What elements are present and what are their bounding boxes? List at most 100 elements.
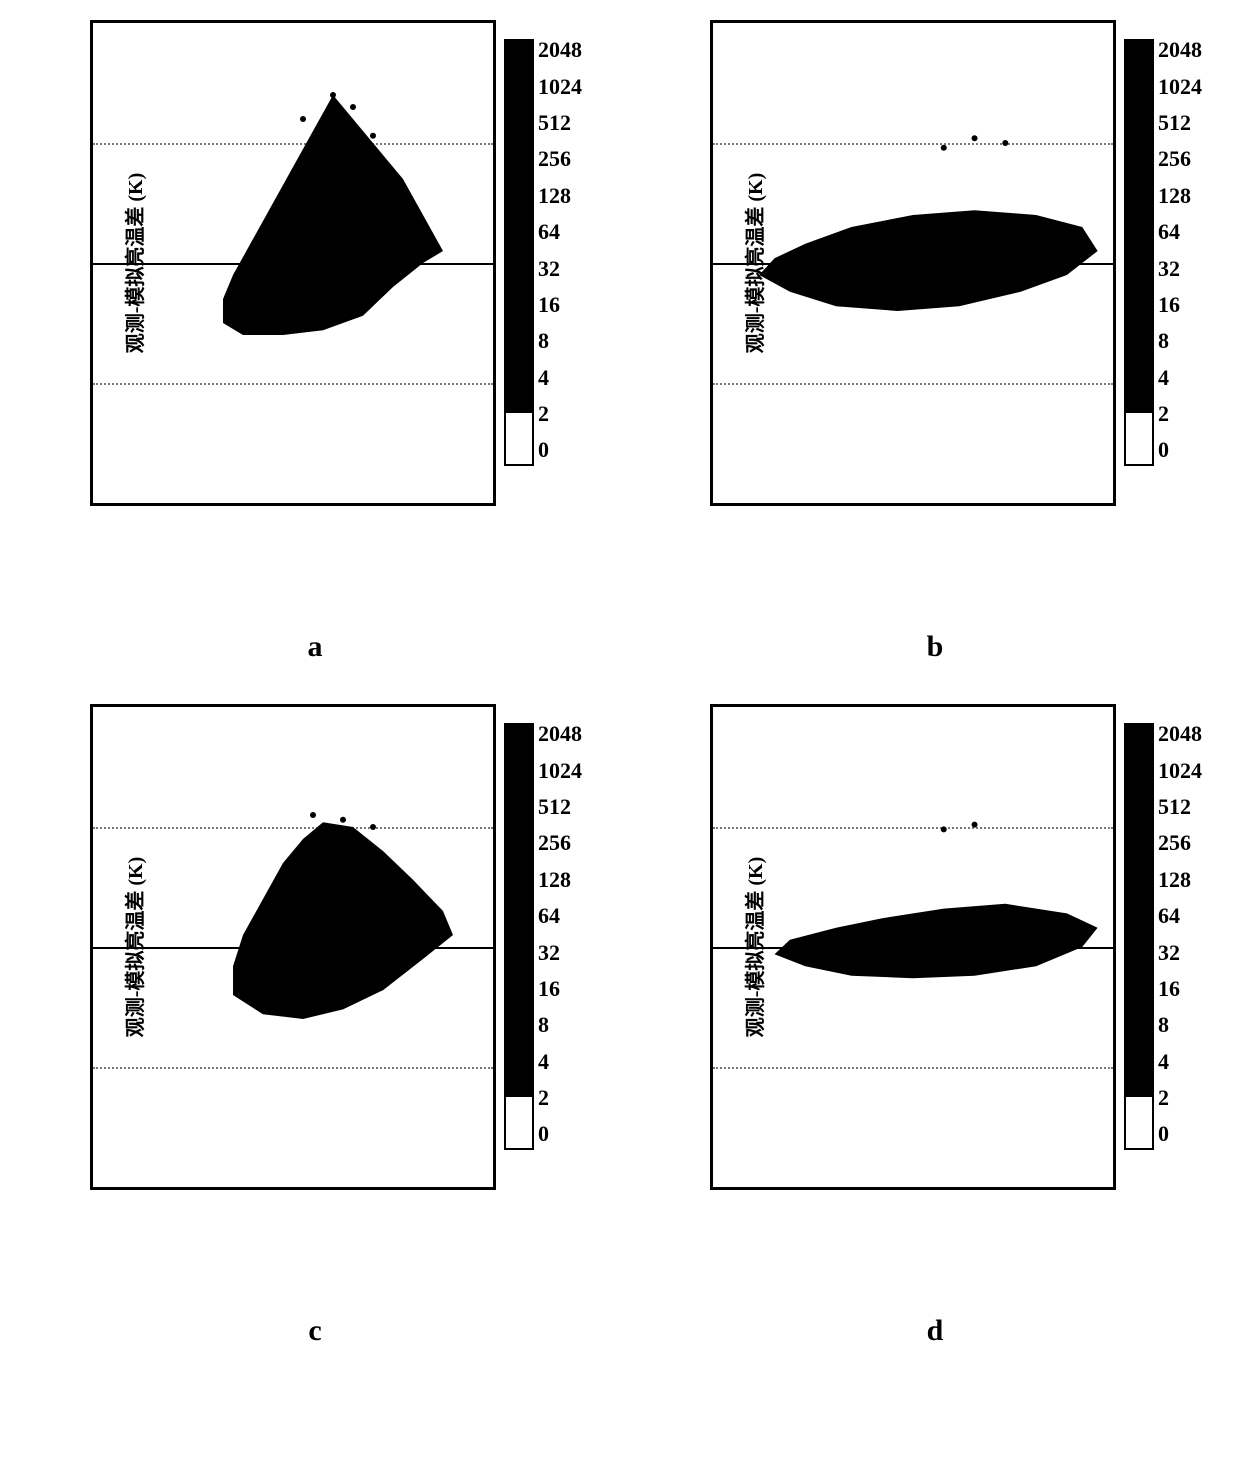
xtick: 240 xyxy=(128,503,158,506)
colorbar-tick: 512 xyxy=(538,112,582,134)
density-cloud xyxy=(713,707,1113,1187)
colorbar-tick: 1024 xyxy=(1158,76,1202,98)
plot-area: -10-8-6-4-20246810275280285290295观测-模拟亮温… xyxy=(710,20,1116,506)
panel-d: -10-8-6-4-20246810275280285290295观测-模拟亮温… xyxy=(640,704,1230,1348)
colorbar xyxy=(1124,39,1154,465)
panel-c: -10-8-6-4-20246810240250260270观测-模拟亮温差 (… xyxy=(20,704,610,1348)
colorbar-tick: 8 xyxy=(1158,330,1202,352)
xtick: 270 xyxy=(428,503,458,506)
ytick: -2 xyxy=(710,300,713,323)
xtick: 260 xyxy=(328,503,358,506)
ytick: 4 xyxy=(710,156,713,179)
density-cloud xyxy=(93,707,493,1187)
ytick: 6 xyxy=(90,108,93,131)
colorbar-tick: 4 xyxy=(538,1051,582,1073)
ytick: -8 xyxy=(90,444,93,467)
colorbar-tick: 256 xyxy=(1158,832,1202,854)
colorbar-tick: 512 xyxy=(1158,796,1202,818)
panel-a: -10-8-6-4-20246810240250260270观测-模拟亮温差 (… xyxy=(20,20,610,664)
ytick: 2 xyxy=(90,204,93,227)
colorbar xyxy=(1124,723,1154,1149)
ytick: -4 xyxy=(90,1032,93,1055)
xtick: 280 xyxy=(821,1187,851,1190)
colorbar-tick: 1024 xyxy=(538,76,582,98)
colorbar-tick: 8 xyxy=(1158,1014,1202,1036)
ytick: 4 xyxy=(90,840,93,863)
colorbar-tick: 64 xyxy=(1158,221,1202,243)
ytick: 8 xyxy=(90,60,93,83)
colorbar-tick: 128 xyxy=(1158,869,1202,891)
xtick: 290 xyxy=(975,503,1005,506)
ytick: 2 xyxy=(710,204,713,227)
colorbar-tick: 2 xyxy=(1158,403,1202,425)
colorbar-tick: 2048 xyxy=(1158,723,1202,745)
xtick: 270 xyxy=(428,1187,458,1190)
ytick: -10 xyxy=(90,1176,93,1191)
colorbar-tick: 512 xyxy=(538,796,582,818)
ytick: 2 xyxy=(90,888,93,911)
ytick: -4 xyxy=(90,348,93,371)
colorbar-tick: 2048 xyxy=(538,723,582,745)
ytick: 0 xyxy=(90,252,93,275)
ytick: 10 xyxy=(90,20,93,35)
density-cloud xyxy=(93,23,493,503)
ytick: -4 xyxy=(710,348,713,371)
xtick: 295 xyxy=(1052,503,1082,506)
ytick: 6 xyxy=(90,792,93,815)
ytick: -10 xyxy=(710,1176,713,1191)
colorbar xyxy=(504,723,534,1149)
ytick: -8 xyxy=(90,1128,93,1151)
density-cloud xyxy=(713,23,1113,503)
colorbar-tick: 2048 xyxy=(1158,39,1202,61)
ytick: 4 xyxy=(710,840,713,863)
xtick: 295 xyxy=(1052,1187,1082,1190)
ytick: -10 xyxy=(90,492,93,507)
colorbar-tick: 0 xyxy=(538,1123,582,1145)
panel-letter: c xyxy=(308,1314,321,1348)
ytick: 10 xyxy=(710,20,713,35)
colorbar-tick: 16 xyxy=(538,294,582,316)
colorbar-tick: 4 xyxy=(1158,367,1202,389)
colorbar-tick: 8 xyxy=(538,330,582,352)
colorbar-ticks: 204810245122561286432168420 xyxy=(538,723,582,1145)
ytick: 6 xyxy=(710,792,713,815)
xtick: 280 xyxy=(821,503,851,506)
xtick: 275 xyxy=(744,1187,774,1190)
panel-letter: a xyxy=(308,630,323,664)
xtick: 250 xyxy=(228,503,258,506)
colorbar-tick: 256 xyxy=(1158,148,1202,170)
colorbar-ticks: 204810245122561286432168420 xyxy=(1158,723,1202,1145)
panel-b: -10-8-6-4-20246810275280285290295观测-模拟亮温… xyxy=(640,20,1230,664)
colorbar-tick: 64 xyxy=(538,905,582,927)
colorbar-tick: 2 xyxy=(538,1087,582,1109)
colorbar-tick: 0 xyxy=(1158,1123,1202,1145)
colorbar-tick: 128 xyxy=(538,185,582,207)
ytick: 0 xyxy=(710,936,713,959)
colorbar-tick: 2 xyxy=(538,403,582,425)
xtick: 250 xyxy=(228,1187,258,1190)
plot-area: -10-8-6-4-20246810240250260270观测-模拟亮温差 (… xyxy=(90,704,496,1190)
ytick: 10 xyxy=(90,704,93,719)
ylabel: 观测-模拟亮温差 (K) xyxy=(739,857,768,1038)
colorbar-tick: 32 xyxy=(1158,258,1202,280)
ytick: 6 xyxy=(710,108,713,131)
colorbar-tick: 32 xyxy=(1158,942,1202,964)
plot-area: -10-8-6-4-20246810275280285290295观测-模拟亮温… xyxy=(710,704,1116,1190)
colorbar-tick: 256 xyxy=(538,832,582,854)
colorbar-ticks: 204810245122561286432168420 xyxy=(1158,39,1202,461)
colorbar-tick: 16 xyxy=(1158,978,1202,1000)
ytick: 8 xyxy=(90,744,93,767)
ytick: 8 xyxy=(710,744,713,767)
ytick: -2 xyxy=(90,984,93,1007)
xtick: 275 xyxy=(744,503,774,506)
ylabel: 观测-模拟亮温差 (K) xyxy=(119,173,148,354)
panel-letter: b xyxy=(927,630,944,664)
ytick: -2 xyxy=(90,300,93,323)
ytick: 0 xyxy=(90,936,93,959)
ytick: -6 xyxy=(710,396,713,419)
xtick: 285 xyxy=(898,503,928,506)
ylabel: 观测-模拟亮温差 (K) xyxy=(739,173,768,354)
colorbar-tick: 2048 xyxy=(538,39,582,61)
ylabel: 观测-模拟亮温差 (K) xyxy=(119,857,148,1038)
ytick: -8 xyxy=(710,1128,713,1151)
